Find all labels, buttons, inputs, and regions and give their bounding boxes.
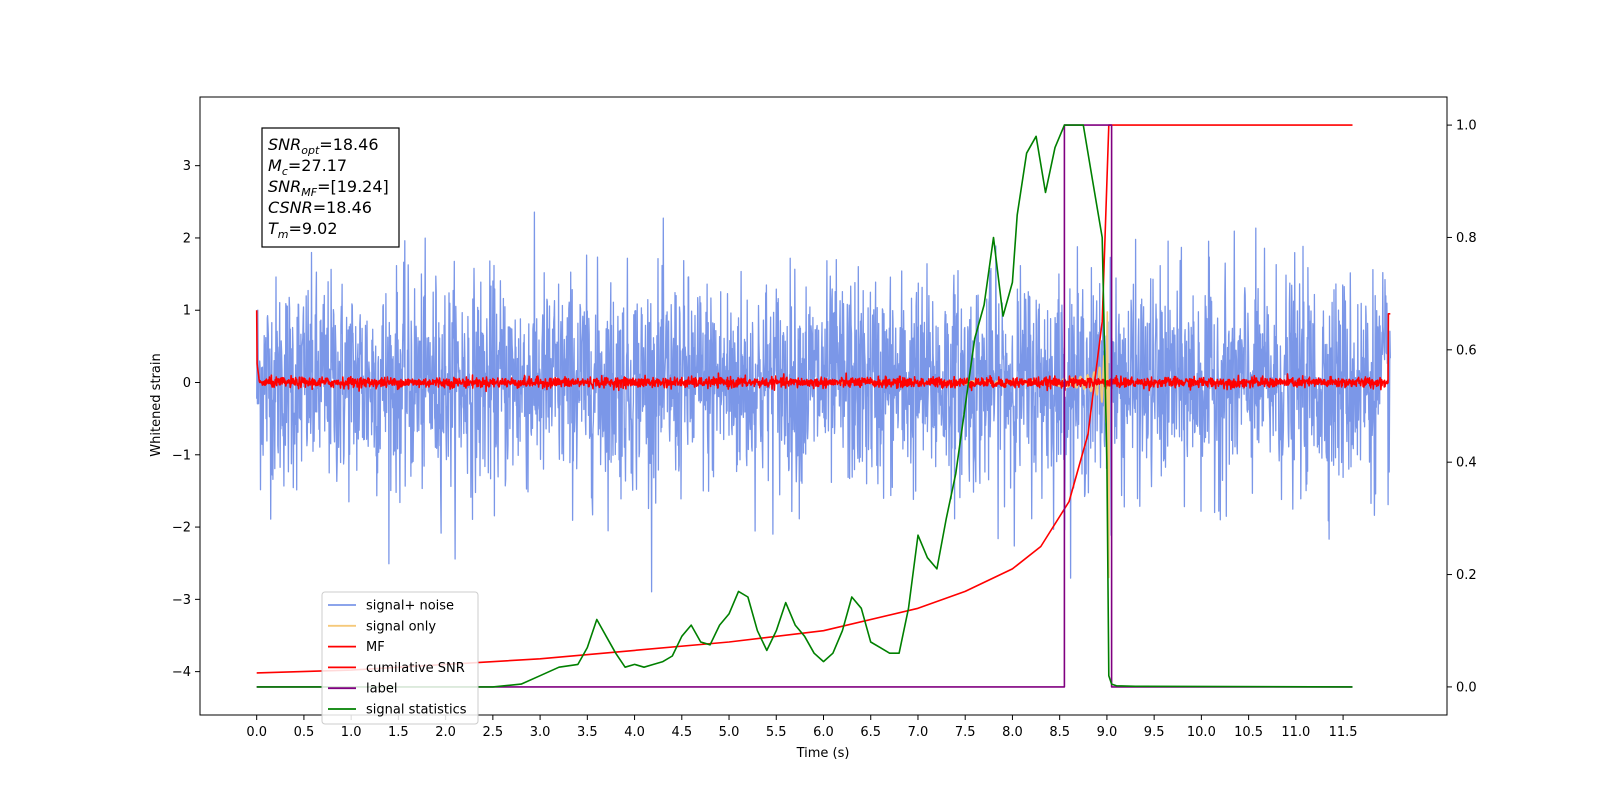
legend-label: signal+ noise (366, 599, 454, 614)
x-tick-label: 11.0 (1281, 725, 1310, 740)
x-tick-label: 3.5 (577, 725, 598, 740)
x-tick-label: 7.5 (955, 725, 976, 740)
y2-tick-label: 0.8 (1456, 231, 1477, 246)
y2-tick-label: 0.0 (1456, 680, 1477, 695)
y2-tick-label: 0.2 (1456, 568, 1477, 583)
x-tick-label: 8.0 (1002, 725, 1023, 740)
x-tick-label: 5.0 (719, 725, 740, 740)
y-tick-label: 0 (183, 376, 191, 391)
series-mf (255, 310, 1391, 393)
legend-label: cumilative SNR (366, 661, 465, 676)
y-axis-label: Whitened strain (149, 353, 164, 456)
x-tick-label: 9.5 (1144, 725, 1165, 740)
x-tick-label: 10.0 (1187, 725, 1216, 740)
x-tick-label: 6.5 (860, 725, 881, 740)
legend-label: signal only (366, 619, 436, 634)
x-tick-label: 11.5 (1329, 725, 1358, 740)
series-cumilative-snr (256, 124, 1353, 674)
y-tick-label: 3 (183, 159, 191, 174)
x-tick-label: 7.0 (908, 725, 929, 740)
legend: signal+ noise signal only MF cumilative SNR… (321, 591, 479, 725)
x-tick-label: 1.5 (388, 725, 409, 740)
series-signal-noise (256, 211, 1391, 593)
x-tick-label: 5.5 (766, 725, 787, 740)
y-axis: 3 2 1 0 −1 −2 −3 −4 (172, 159, 200, 680)
series-layer (255, 124, 1391, 688)
y-tick-label: −1 (172, 448, 191, 463)
x-tick-label: 0.0 (246, 725, 267, 740)
y2-tick-label: 1.0 (1456, 119, 1477, 134)
y-tick-label: −2 (172, 521, 191, 536)
x-tick-label: 6.0 (813, 725, 834, 740)
x-tick-label: 4.0 (624, 725, 645, 740)
info-line: SNRMF=[19.24] (268, 177, 389, 199)
x-axis: 0.0 0.5 1.0 1.5 2.0 2.5 3.0 3.5 4.0 4.5 5.0 5.5 6.0 6… (246, 715, 1358, 740)
series-signal-statistics (256, 124, 1353, 688)
info-line: Tm=9.02 (268, 219, 338, 241)
x-tick-label: 4.5 (671, 725, 692, 740)
series-signal-only (823, 311, 1112, 579)
y2-tick-label: 0.4 (1456, 456, 1477, 471)
x-tick-label: 3.0 (530, 725, 551, 740)
x-tick-label: 9.0 (1097, 725, 1118, 740)
info-line: SNRopt=18.46 (268, 135, 379, 157)
x-tick-label: 8.5 (1049, 725, 1070, 740)
y2-axis: 1.0 0.8 0.6 0.4 0.2 0.0 (1447, 119, 1477, 695)
x-tick-label: 2.0 (435, 725, 456, 740)
x-axis-label: Time (s) (796, 746, 850, 761)
info-line: CSNR=18.46 (268, 198, 372, 217)
x-tick-label: 10.5 (1234, 725, 1263, 740)
x-tick-label: 1.0 (341, 725, 362, 740)
x-tick-label: 2.5 (483, 725, 504, 740)
y-tick-label: 1 (183, 304, 191, 319)
y-tick-label: −3 (172, 593, 191, 608)
info-line: Mc=27.17 (268, 156, 347, 178)
x-tick-label: 0.5 (294, 725, 315, 740)
y2-tick-label: 0.6 (1456, 343, 1477, 358)
legend-label: MF (366, 640, 385, 655)
info-box-frame (261, 127, 400, 248)
y-tick-label: −4 (172, 665, 191, 680)
legend-label: label (366, 682, 397, 697)
y-tick-label: 2 (183, 231, 191, 246)
info-box: SNRopt=18.46Mc=27.17SNRMF=[19.24]CSNR=18… (261, 127, 400, 248)
legend-label: signal statistics (366, 703, 467, 718)
legend-frame (321, 591, 479, 725)
